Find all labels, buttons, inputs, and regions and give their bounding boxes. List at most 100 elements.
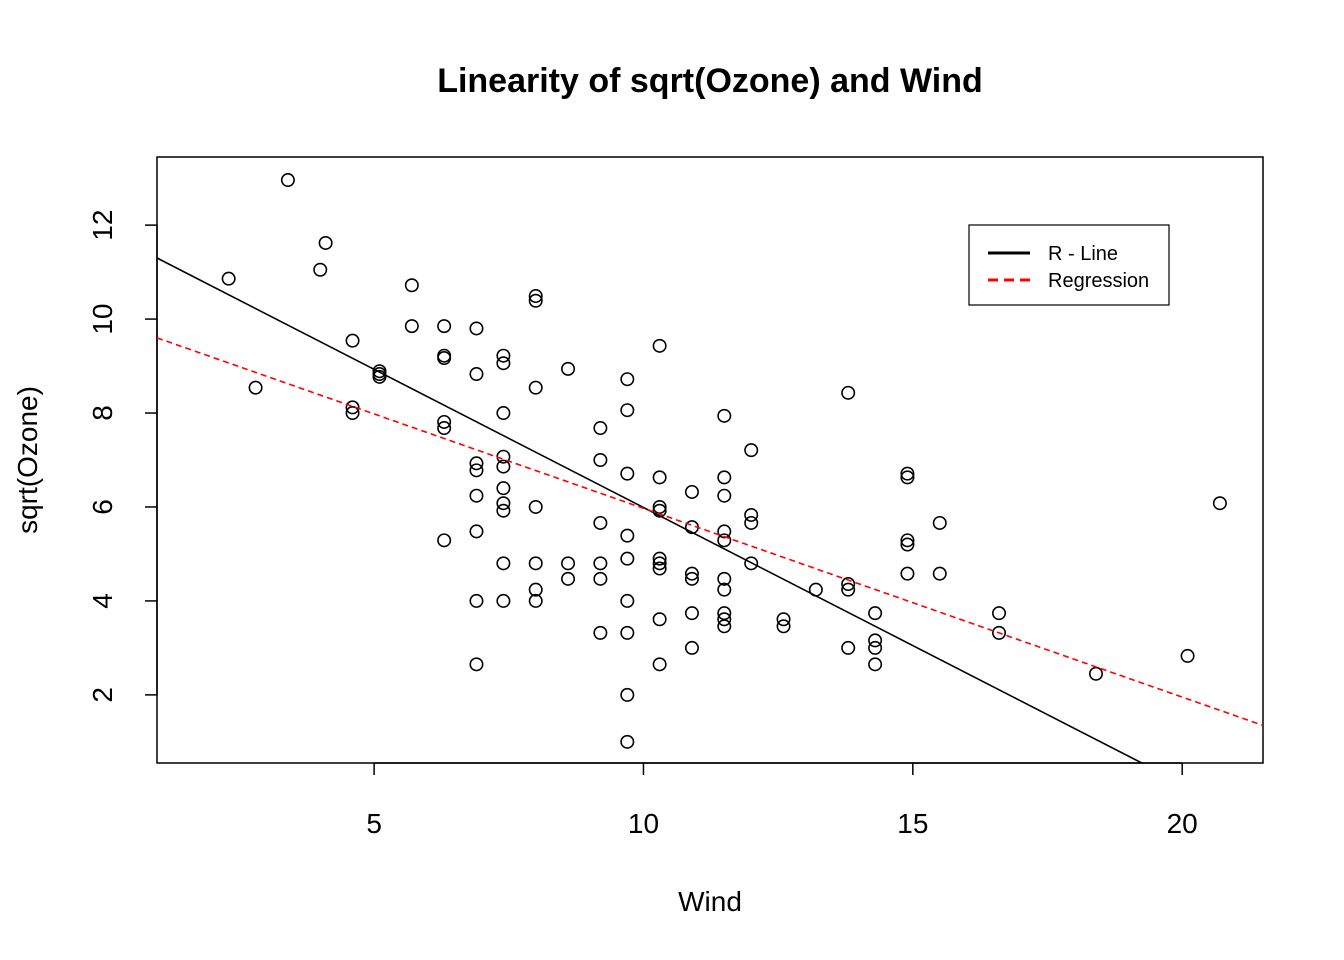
data-point xyxy=(1180,648,1195,663)
regression-line xyxy=(156,337,1264,727)
legend-label-regression: Regression xyxy=(1048,270,1149,292)
data-point xyxy=(717,619,732,634)
data-point xyxy=(437,533,452,548)
data-point xyxy=(313,262,328,277)
data-point xyxy=(717,470,732,485)
data-point xyxy=(992,606,1007,621)
data-point xyxy=(528,582,543,597)
data-point xyxy=(372,369,387,384)
data-point xyxy=(900,533,915,548)
data-point xyxy=(841,640,856,655)
data-point xyxy=(900,537,915,552)
data-point xyxy=(593,515,608,530)
legend-label-r-line: R - Line xyxy=(1048,243,1118,265)
x-tick-label: 5 xyxy=(366,808,382,839)
data-point xyxy=(496,481,511,496)
data-point xyxy=(496,503,511,518)
data-point xyxy=(868,633,883,648)
data-point xyxy=(469,463,484,478)
data-point xyxy=(593,421,608,436)
data-point xyxy=(593,625,608,640)
data-point xyxy=(437,414,452,429)
y-tick-label: 4 xyxy=(87,593,118,609)
data-point xyxy=(717,582,732,597)
data-point xyxy=(345,406,360,421)
x-tick-label: 10 xyxy=(628,808,659,839)
data-point xyxy=(469,524,484,539)
data-point xyxy=(684,606,699,621)
data-point xyxy=(932,566,947,581)
x-axis-label: Wind xyxy=(678,886,742,917)
data-point xyxy=(593,452,608,467)
data-point xyxy=(652,612,667,627)
data-point xyxy=(744,507,759,522)
data-points xyxy=(221,173,1227,749)
x-tick-label: 20 xyxy=(1167,808,1198,839)
data-point xyxy=(717,533,732,548)
data-point xyxy=(900,466,915,481)
data-point xyxy=(620,734,635,749)
data-point xyxy=(248,380,263,395)
data-point xyxy=(496,593,511,608)
data-point xyxy=(620,403,635,418)
y-tick-label: 10 xyxy=(87,303,118,334)
data-point xyxy=(404,278,419,293)
data-point xyxy=(437,421,452,436)
fit-lines xyxy=(156,257,1264,764)
y-axis: 2 4 6 8 10 12 xyxy=(87,210,158,703)
y-axis-label: sqrt(Ozone) xyxy=(12,386,43,534)
data-point xyxy=(652,338,667,353)
data-point xyxy=(620,593,635,608)
data-point xyxy=(900,470,915,485)
data-point xyxy=(280,173,295,188)
data-point xyxy=(776,619,791,634)
data-point xyxy=(717,488,732,503)
data-point xyxy=(469,456,484,471)
data-point xyxy=(561,361,576,376)
data-point xyxy=(469,488,484,503)
data-point xyxy=(528,289,543,304)
data-point xyxy=(620,625,635,640)
data-point xyxy=(620,551,635,566)
data-point xyxy=(717,612,732,627)
data-point xyxy=(318,235,333,250)
data-point xyxy=(841,577,856,592)
data-point xyxy=(437,351,452,366)
data-point xyxy=(404,319,419,334)
data-point xyxy=(469,321,484,336)
data-point xyxy=(561,556,576,571)
data-point xyxy=(496,496,511,511)
data-point xyxy=(469,593,484,608)
data-point xyxy=(221,271,236,286)
data-point xyxy=(841,582,856,597)
data-point xyxy=(717,524,732,539)
data-point xyxy=(776,612,791,627)
data-point xyxy=(1088,666,1103,681)
data-point xyxy=(744,556,759,571)
data-point xyxy=(684,640,699,655)
x-tick-label: 15 xyxy=(897,808,928,839)
data-point xyxy=(528,499,543,514)
data-point xyxy=(593,556,608,571)
data-point xyxy=(992,625,1007,640)
data-point xyxy=(528,293,543,308)
data-point xyxy=(437,319,452,334)
data-point xyxy=(345,400,360,415)
data-point xyxy=(868,657,883,672)
data-point xyxy=(528,380,543,395)
data-point xyxy=(1212,496,1227,511)
data-point xyxy=(652,470,667,485)
data-point xyxy=(528,556,543,571)
data-point xyxy=(496,356,511,371)
data-point xyxy=(744,443,759,458)
data-point xyxy=(496,348,511,363)
data-point xyxy=(744,515,759,530)
data-point xyxy=(496,459,511,474)
data-point xyxy=(620,687,635,702)
data-point xyxy=(717,408,732,423)
legend: R - Line Regression xyxy=(968,224,1170,306)
legend-box xyxy=(968,224,1170,306)
data-point xyxy=(469,657,484,672)
data-point xyxy=(620,528,635,543)
